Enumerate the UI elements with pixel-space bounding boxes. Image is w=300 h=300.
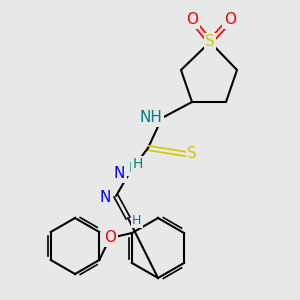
Text: O: O: [186, 13, 198, 28]
Text: S: S: [205, 34, 215, 50]
Text: O: O: [104, 230, 116, 245]
Text: H: H: [129, 161, 139, 175]
Text: H: H: [133, 157, 143, 171]
Text: H: H: [132, 214, 141, 226]
Text: NH: NH: [139, 110, 162, 125]
Text: S: S: [187, 146, 197, 161]
Text: N: N: [100, 190, 111, 206]
Text: N: N: [114, 167, 125, 182]
Text: O: O: [224, 13, 236, 28]
